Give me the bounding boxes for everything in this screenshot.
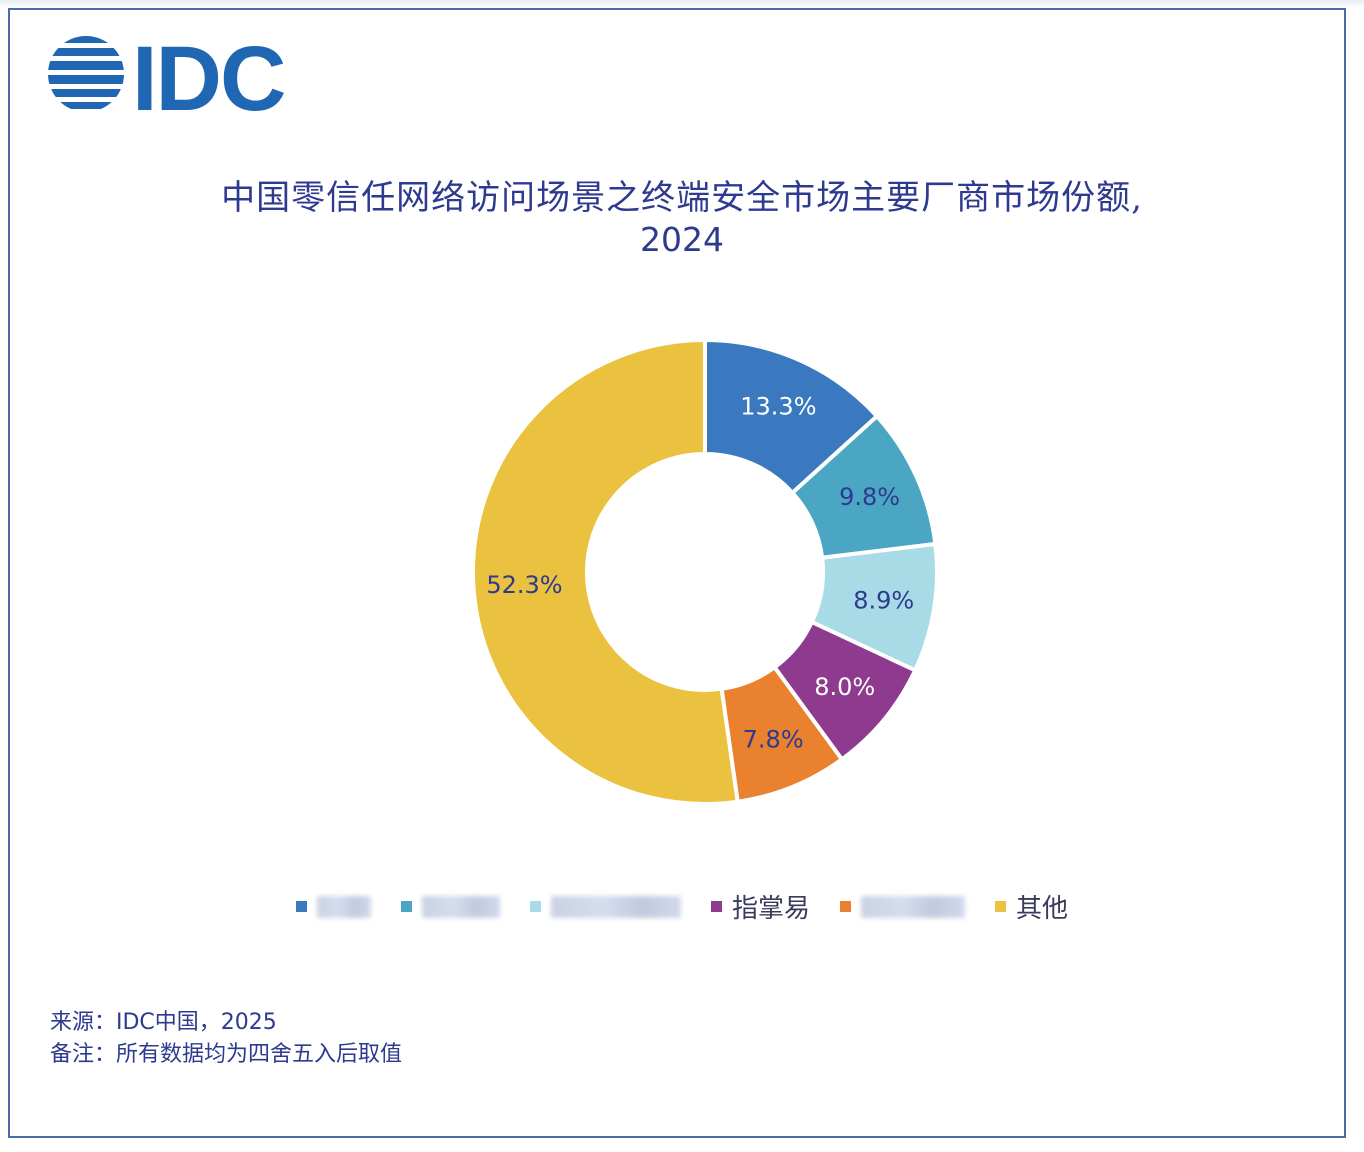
legend-item-0 (295, 895, 371, 918)
legend-swatch-5 (995, 901, 1006, 912)
slice-value-label-3: 8.0% (814, 673, 875, 701)
slice-value-label-4: 7.8% (743, 726, 804, 754)
legend-item-2 (529, 895, 681, 918)
idc-globe-icon (48, 36, 124, 109)
legend-swatch-3 (710, 901, 722, 912)
legend-label-3: 指掌易 (731, 894, 810, 924)
legend-swatch-1 (400, 901, 412, 912)
legend-item-3: 指掌易 (710, 888, 810, 925)
idc-logo: IDC (48, 28, 286, 120)
legend-label-blurred-4 (861, 895, 965, 918)
slice-value-label-1: 9.8% (839, 483, 900, 511)
chart-legend: 指掌易 其他 (0, 888, 1364, 925)
slice-value-label-5: 52.3% (486, 571, 562, 599)
legend-swatch-0 (295, 901, 307, 912)
top-shade (0, 0, 1364, 8)
donut-slice-5 (471, 337, 740, 806)
legend-label-blurred-1 (421, 895, 500, 918)
slice-value-label-2: 8.9% (853, 587, 914, 615)
footnote-source: 来源：IDC中国，2025 (50, 1010, 277, 1035)
footnote-note: 备注：所有数据均为四舍五入后取值 (50, 1042, 403, 1067)
legend-item-1 (400, 895, 500, 918)
chart-title-line2: 2024 (640, 220, 724, 259)
chart-frame (8, 8, 1346, 1138)
legend-item-4 (840, 895, 965, 918)
chart-title-line1: 中国零信任网络访问场景之终端安全市场主要厂商市场份额, (221, 178, 1143, 218)
legend-swatch-4 (840, 901, 851, 912)
legend-label-blurred-2 (550, 895, 681, 918)
legend-swatch-2 (529, 901, 541, 912)
idc-logo-text: IDC (132, 28, 284, 120)
legend-label-blurred-0 (316, 895, 371, 918)
legend-label-5: 其他 (1016, 894, 1069, 924)
legend-item-5: 其他 (995, 888, 1068, 925)
slice-value-label-0: 13.3% (740, 393, 816, 421)
